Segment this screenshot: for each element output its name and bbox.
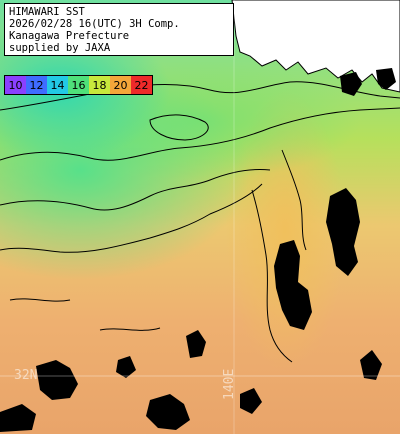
cloud-mask xyxy=(36,360,78,400)
caption-region: Kanagawa Prefecture xyxy=(9,30,130,42)
map-caption: HIMAWARI SST 2026/02/28 16(UTC) 3H Comp.… xyxy=(4,3,234,56)
contour-line xyxy=(281,149,307,251)
colorbar-cell: 18 xyxy=(89,76,110,94)
temperature-colorbar: 10 12 14 16 18 20 22 xyxy=(4,75,153,95)
cloud-mask xyxy=(376,68,396,90)
colorbar-cell: 12 xyxy=(26,76,47,94)
colorbar-cell: 10 xyxy=(5,76,26,94)
cloud-mask xyxy=(240,388,262,414)
longitude-label: 140E xyxy=(222,368,237,400)
contour-line xyxy=(149,114,209,141)
colorbar-cell: 22 xyxy=(131,76,152,94)
contour-line xyxy=(0,183,263,253)
cloud-mask xyxy=(0,404,36,432)
caption-supplier: supplied by JAXA xyxy=(9,42,111,54)
colorbar-cell: 16 xyxy=(68,76,89,94)
contour-line xyxy=(0,107,400,161)
cloud-mask xyxy=(340,72,362,96)
colorbar-cell: 14 xyxy=(47,76,68,94)
cloud-mask xyxy=(326,188,360,276)
contour-line xyxy=(0,169,271,211)
contour-line xyxy=(251,189,293,363)
cloud-mask xyxy=(146,394,190,430)
cloud-mask xyxy=(360,350,382,380)
cloud-mask xyxy=(116,356,136,378)
colorbar-cell: 20 xyxy=(110,76,131,94)
contour-line xyxy=(0,81,400,111)
caption-title: HIMAWARI SST xyxy=(9,6,85,18)
cloud-mask xyxy=(274,240,312,330)
contour-line xyxy=(9,298,161,331)
cloud-mask xyxy=(186,330,206,358)
caption-datetime: 2026/02/28 16(UTC) 3H Comp. xyxy=(9,18,180,30)
latitude-label: 32N xyxy=(14,368,38,383)
land-mass xyxy=(231,0,400,93)
